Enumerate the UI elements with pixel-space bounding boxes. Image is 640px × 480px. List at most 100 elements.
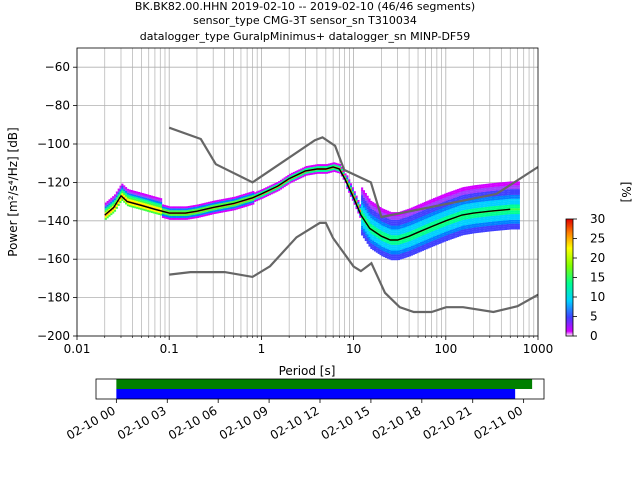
density-cell xyxy=(499,222,502,225)
density-cell xyxy=(161,214,165,217)
density-cell xyxy=(239,198,242,201)
density-cell xyxy=(425,222,428,225)
density-cell xyxy=(429,211,432,214)
density-cell xyxy=(208,201,211,204)
density-cell xyxy=(451,196,454,199)
density-cell xyxy=(174,217,177,220)
density-cell xyxy=(409,248,412,251)
density-cell xyxy=(436,240,439,243)
density-cell xyxy=(460,189,463,192)
density-cell xyxy=(473,202,476,205)
density-cell xyxy=(200,203,203,206)
density-cell xyxy=(444,205,447,208)
density-cell xyxy=(392,237,395,240)
density-cell xyxy=(491,223,495,226)
density-cell xyxy=(361,204,364,207)
density-cell xyxy=(126,196,129,199)
density-cell xyxy=(421,227,425,230)
density-cell xyxy=(412,241,415,244)
density-cell xyxy=(517,225,520,228)
density-cell xyxy=(187,213,190,216)
density-cell xyxy=(512,194,515,197)
density-cell xyxy=(399,253,402,256)
density-cell xyxy=(362,230,366,233)
x-tick-label: 0.01 xyxy=(64,342,91,356)
density-cell xyxy=(370,225,373,228)
density-cell xyxy=(434,233,437,236)
density-cell xyxy=(117,196,120,199)
density-cell xyxy=(333,162,336,165)
density-cell xyxy=(407,220,410,223)
density-cell xyxy=(385,246,388,249)
density-cell xyxy=(390,235,393,238)
figure-title: BK.BK82.00.HHN 2019-02-10 -- 2019-02-10 … xyxy=(135,0,475,43)
density-cell xyxy=(504,204,508,207)
density-cell xyxy=(484,205,487,208)
density-cell xyxy=(368,231,371,234)
density-cell xyxy=(348,185,351,188)
density-cell xyxy=(108,214,111,217)
density-cell xyxy=(484,218,487,221)
density-cell xyxy=(504,210,508,213)
density-cell xyxy=(104,206,107,209)
density-cell xyxy=(132,196,135,199)
density-cell xyxy=(366,232,369,235)
density-cell xyxy=(409,212,412,215)
density-cell xyxy=(466,190,469,193)
density-cell xyxy=(497,226,500,229)
density-cell xyxy=(412,235,415,238)
density-cell xyxy=(409,221,412,224)
density-cell xyxy=(423,230,426,233)
density-cell xyxy=(392,223,395,226)
density-cell xyxy=(423,213,426,216)
density-cell xyxy=(512,219,515,222)
density-cell xyxy=(407,216,410,219)
density-cell xyxy=(486,200,489,203)
density-cell xyxy=(486,204,489,207)
density-cell xyxy=(366,209,369,212)
density-cell xyxy=(468,203,471,206)
density-cell xyxy=(335,168,338,171)
density-cell xyxy=(468,191,471,194)
density-cell xyxy=(431,198,434,201)
density-cell xyxy=(285,176,288,179)
density-cell xyxy=(477,221,480,224)
density-cell xyxy=(482,214,485,217)
density-cell xyxy=(447,228,450,231)
density-cell xyxy=(456,233,460,236)
density-cell xyxy=(506,202,509,205)
density-cell xyxy=(361,202,364,205)
density-cell xyxy=(361,200,364,203)
density-cell xyxy=(445,217,448,220)
density-cell xyxy=(169,210,172,213)
density-cell xyxy=(233,198,236,201)
density-cell xyxy=(510,181,513,184)
density-cell xyxy=(512,198,515,201)
density-cell xyxy=(355,207,358,210)
density-cell xyxy=(491,186,495,189)
density-cell xyxy=(414,207,417,210)
density-cell xyxy=(392,248,395,251)
density-cell xyxy=(149,204,152,207)
density-cell xyxy=(366,216,369,219)
density-cell xyxy=(377,248,380,251)
density-cell xyxy=(449,193,452,196)
density-cell xyxy=(377,230,380,233)
density-cell xyxy=(515,210,519,213)
density-cell xyxy=(283,177,286,180)
density-cell xyxy=(510,187,513,190)
density-cell xyxy=(512,223,515,226)
density-cell xyxy=(366,199,369,202)
density-cell xyxy=(180,206,183,209)
density-cell xyxy=(421,237,425,240)
density-cell xyxy=(501,212,504,215)
density-cell xyxy=(416,243,419,246)
density-cell xyxy=(392,231,395,234)
density-cell xyxy=(368,223,371,226)
density-cell xyxy=(409,246,412,249)
density-cell xyxy=(436,242,439,245)
density-cell xyxy=(451,190,454,193)
density-cell xyxy=(149,208,152,211)
density-cell xyxy=(211,208,214,211)
density-cell xyxy=(287,182,290,185)
